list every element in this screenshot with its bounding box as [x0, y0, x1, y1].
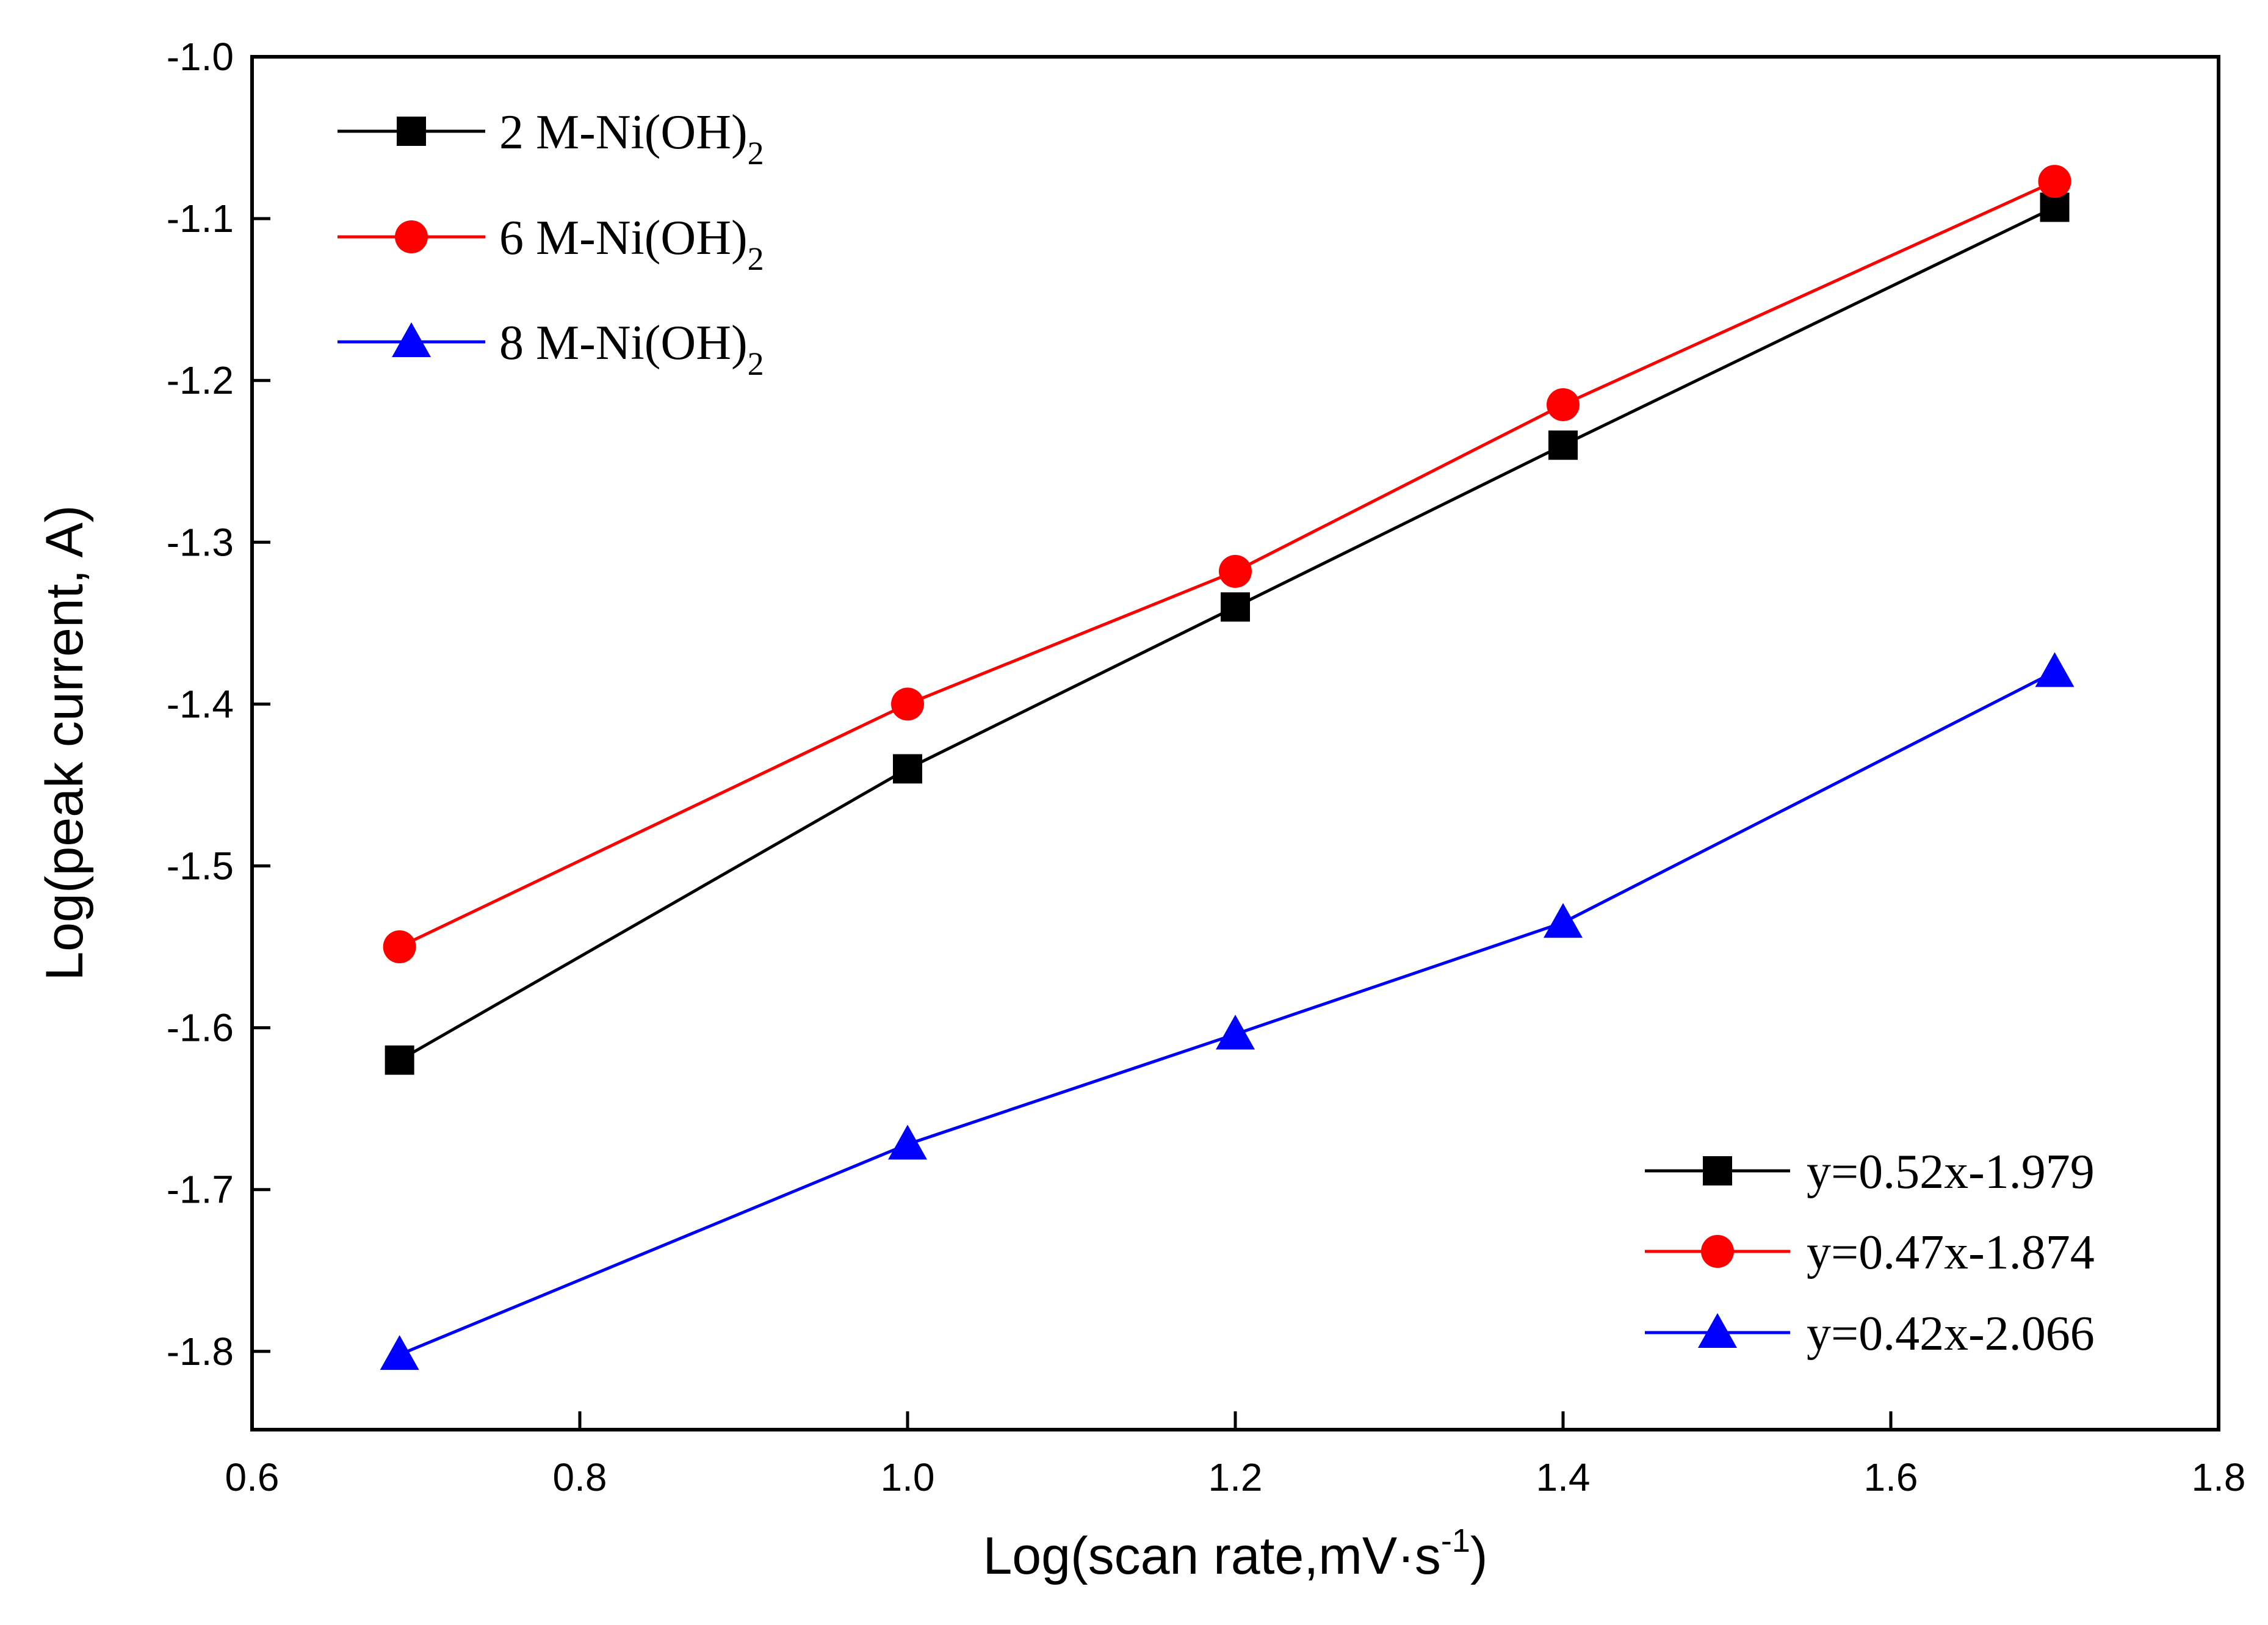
fit-legend-marker	[1701, 1235, 1734, 1268]
legend-label: 8 M-Ni(OH)2	[499, 316, 764, 382]
x-tick-label: 1.2	[1208, 1455, 1263, 1499]
data-point	[2038, 165, 2071, 198]
fit-legend: y=0.52x-1.979 y=0.47x-1.874 y=0.42x-2.066	[1645, 1145, 2095, 1361]
y-tick-label: -1.2	[167, 358, 234, 402]
x-axis-title: Log(scan rate,mV·s-1)	[983, 1522, 1487, 1585]
x-tick-label: 1.8	[2192, 1455, 2246, 1499]
data-point	[893, 754, 922, 784]
data-point	[1548, 430, 1578, 460]
x-tick-label: 0.6	[225, 1455, 280, 1499]
legend-marker	[395, 220, 428, 253]
fit-legend-marker	[1698, 1313, 1737, 1348]
y-tick-label: -1.1	[167, 197, 234, 241]
y-tick-label: -1.5	[167, 844, 234, 888]
data-point	[891, 687, 924, 721]
data-point	[1216, 1015, 1255, 1050]
x-tick-label: 0.8	[553, 1455, 607, 1499]
fit-legend-label: y=0.47x-1.874	[1807, 1226, 2095, 1279]
data-point	[380, 1335, 419, 1370]
fit-legend-label: y=0.52x-1.979	[1807, 1145, 2095, 1199]
legend-marker	[392, 322, 431, 357]
data-point	[1544, 903, 1583, 938]
data-point	[888, 1124, 927, 1160]
x-tick-label: 1.6	[1864, 1455, 1918, 1499]
x-tick-label: 1.4	[1536, 1455, 1591, 1499]
y-tick-label: -1.0	[167, 35, 234, 79]
data-point	[1219, 555, 1252, 588]
y-tick-label: -1.4	[167, 682, 234, 726]
y-tick-label: -1.6	[167, 1006, 234, 1050]
data-point	[2035, 652, 2075, 687]
series-markers	[380, 165, 2075, 1370]
fit-legend-marker	[1703, 1156, 1732, 1185]
legend-label: 6 M-Ni(OH)2	[499, 211, 764, 277]
data-point	[385, 1045, 414, 1075]
data-point	[383, 930, 416, 964]
fit-legend-label: y=0.42x-2.066	[1807, 1307, 2095, 1361]
legend-label: 2 M-Ni(OH)2	[499, 106, 764, 172]
y-axis-title: Log(peak current, A)	[35, 505, 94, 980]
y-tick-label: -1.8	[167, 1330, 234, 1373]
x-axis: 0.6 0.8 1.0 1.2 1.4 1.6 1.8	[225, 1411, 2246, 1499]
y-axis: -1.0 -1.1 -1.2 -1.3 -1.4 -1.5 -1.6 -1.7 -1.8	[167, 35, 270, 1373]
data-point	[1221, 592, 1250, 622]
legend-marker	[397, 117, 426, 146]
y-tick-label: -1.7	[167, 1168, 234, 1212]
legend: 2 M-Ni(OH)2 6 M-Ni(OH)2 8 M-Ni(OH)2	[338, 106, 764, 382]
x-tick-label: 1.0	[881, 1455, 935, 1499]
y-tick-label: -1.3	[167, 520, 234, 564]
data-point	[1547, 388, 1580, 421]
